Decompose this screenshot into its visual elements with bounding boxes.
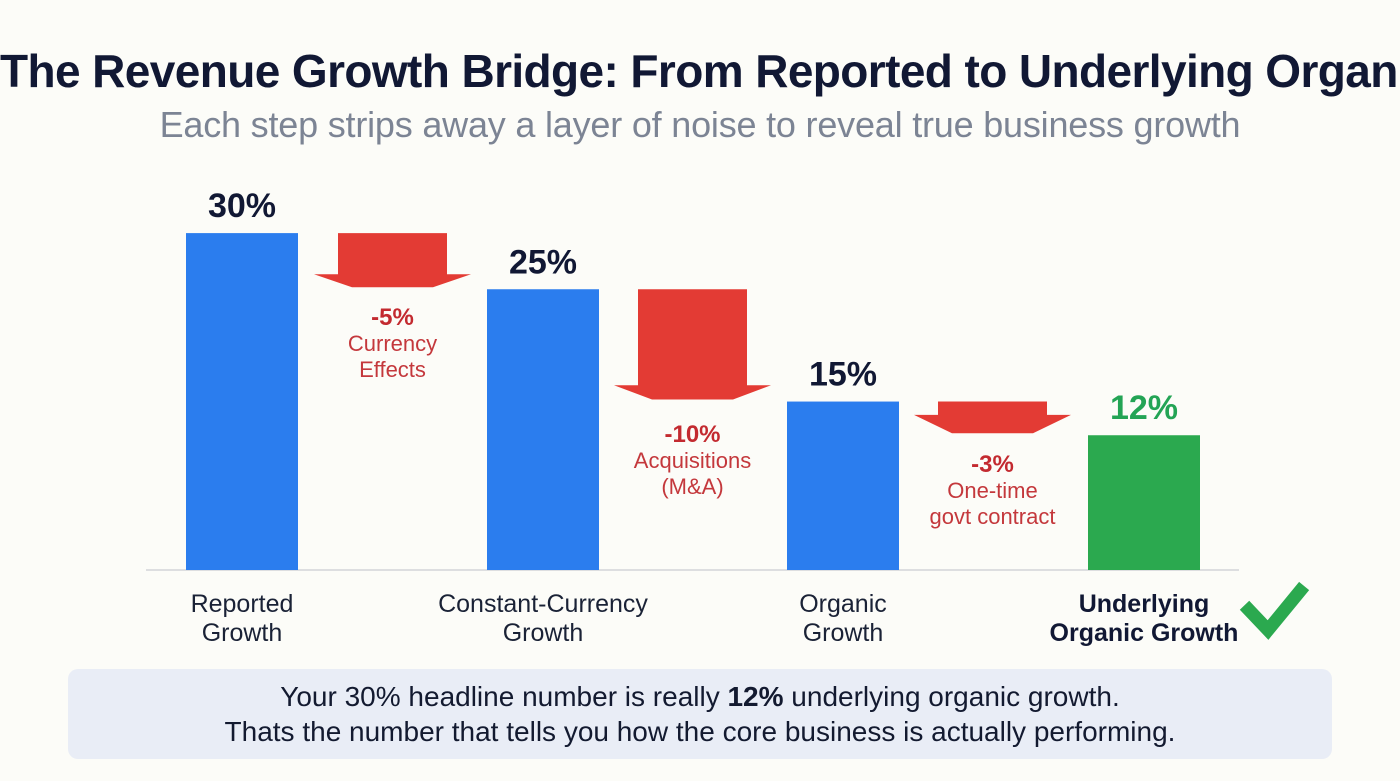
page-title: The Revenue Growth Bridge: From Reported… [0,45,1400,97]
delta-text-1-line-1: Currency [348,331,437,356]
delta-value-label-3: -3% [971,451,1014,478]
bar-value-label-2: 25% [509,243,577,281]
category-label-4-line-1: Underlying [1079,590,1210,618]
category-label-3-line-2: Growth [803,619,884,647]
bar-value-label-3: 15% [809,356,877,394]
waterfall-chart: 30% Reported Growth 25% Constant-Currency Gro… [0,150,1400,660]
down-arrow-icon-2 [614,289,771,400]
delta-value-label-1: -5% [371,304,414,331]
callout-line-2: Thats the number that tells you how the … [224,716,1176,747]
delta-text-3-line-1: One-time [947,478,1037,503]
category-label-3-line-1: Organic [799,590,887,618]
category-label-1-line-1: Reported [191,590,294,618]
delta-text-2-line-2: (M&A) [661,474,723,499]
category-label-2-line-1: Constant-Currency [438,590,648,618]
down-arrow-icon-1 [314,233,471,288]
bar-4[interactable] [1088,435,1200,570]
delta-text-2-line-1: Acquisitions [634,448,751,473]
bar-1[interactable] [186,233,298,570]
check-icon [1239,581,1310,640]
callout-line1-pre: Your 30% headline number is really [280,680,728,712]
down-arrow-icon-3 [914,401,1071,434]
category-label-2-line-2: Growth [503,619,584,647]
delta-value-label-2: -10% [664,421,720,448]
delta-text-3-line-2: govt contract [930,504,1056,529]
category-label-4-line-2: Organic Growth [1050,619,1239,647]
summary-callout: Your 30% headline number is really 12% u… [68,669,1332,759]
bar-3[interactable] [787,401,899,570]
bar-value-label-4: 12% [1110,389,1178,427]
delta-arrow-group-2: -10%Acquisitions(M&A) [614,289,771,499]
chart-svg: 30%ReportedGrowth25%Constant-CurrencyGro… [146,187,1310,647]
delta-text-1-line-2: Effects [359,357,426,382]
category-label-1-line-2: Growth [202,619,283,647]
bar-value-label-1: 30% [208,187,276,225]
callout-line-1: Your 30% headline number is really 12% u… [280,680,1119,713]
page-subtitle: Each step strips away a layer of noise t… [159,104,1241,145]
callout-line1-highlight: 12% [727,680,784,712]
bar-2[interactable] [487,289,599,570]
callout-line1-post: underlying organic growth. [783,680,1120,712]
